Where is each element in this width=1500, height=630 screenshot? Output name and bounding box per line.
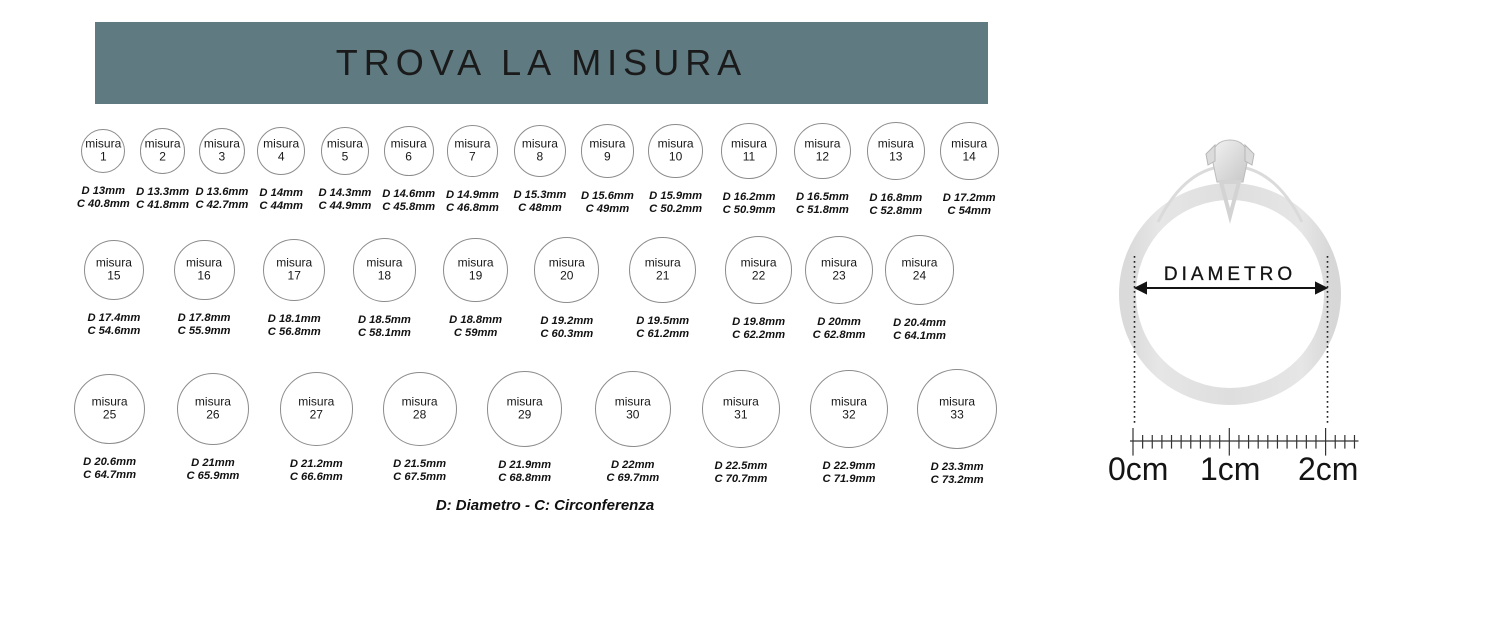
svg-text:2cm: 2cm: [1298, 451, 1358, 487]
svg-text:DIAMETRO: DIAMETRO: [1164, 264, 1296, 285]
svg-text:0cm: 0cm: [1108, 451, 1168, 487]
svg-text:1cm: 1cm: [1200, 451, 1260, 487]
